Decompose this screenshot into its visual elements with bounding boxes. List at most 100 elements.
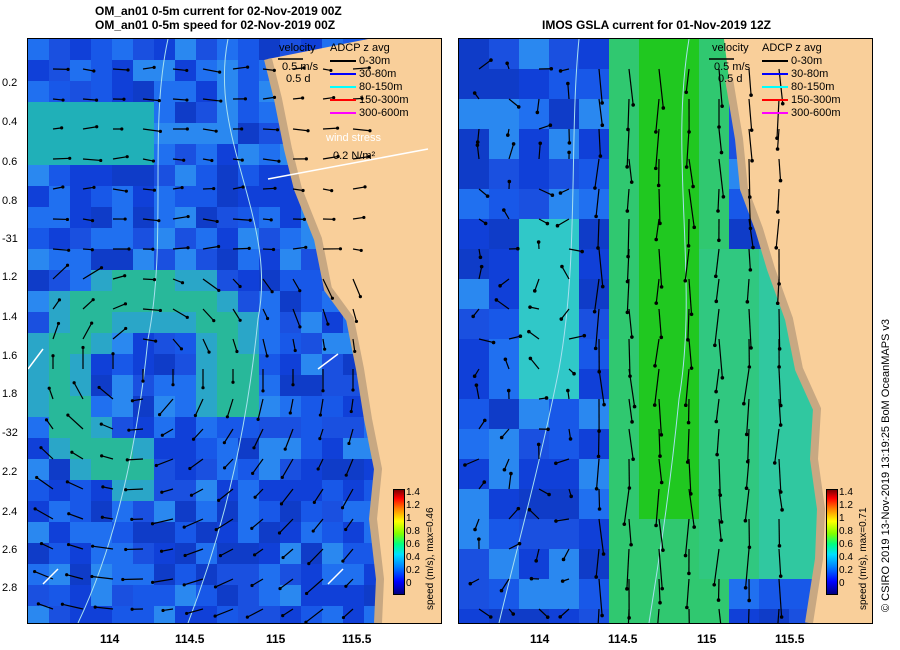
- speed-cell: [133, 606, 154, 623]
- current-arrow-head: [685, 605, 689, 610]
- current-arrow-head: [683, 403, 688, 408]
- current-arrow: [628, 518, 632, 545]
- current-arrow: [538, 143, 541, 160]
- speed-cell: [519, 189, 549, 219]
- current-arrow: [284, 428, 294, 450]
- speed-cell: [217, 186, 238, 207]
- current-arrow: [718, 128, 723, 153]
- speed-cell: [49, 60, 70, 81]
- current-arrow-head: [491, 340, 496, 345]
- speed-cell: [70, 228, 91, 249]
- current-arrow: [597, 608, 600, 623]
- speed-cell: [322, 606, 343, 623]
- current-arrow-head: [472, 374, 477, 379]
- speed-cell: [519, 279, 549, 309]
- current-arrow-head: [463, 463, 467, 467]
- current-arrow: [778, 158, 782, 181]
- speed-cell: [112, 564, 133, 585]
- current-arrow-head: [368, 129, 372, 133]
- current-arrow: [112, 188, 127, 192]
- current-arrow: [352, 186, 366, 190]
- speed-cell: [699, 219, 729, 249]
- current-arrow: [655, 218, 660, 240]
- current-arrow: [82, 186, 95, 190]
- cb-tick: 0: [406, 578, 412, 589]
- current-arrow-head: [560, 264, 564, 269]
- speed-cell: [301, 438, 322, 459]
- speed-cell: [196, 270, 217, 291]
- current-arrow: [142, 66, 155, 70]
- lat-label: 0.2: [2, 77, 18, 89]
- speed-cell: [28, 144, 49, 165]
- current-arrow-head: [185, 68, 189, 73]
- speed-cell: [549, 429, 579, 459]
- speed-cell: [133, 102, 154, 123]
- wind-arrow: [28, 348, 44, 370]
- current-arrow-head: [714, 389, 718, 394]
- legend-swatch: [762, 73, 788, 76]
- current-arrow: [322, 127, 338, 130]
- speed-cell: [28, 396, 49, 417]
- current-arrow-head: [600, 284, 605, 289]
- speed-cell: [639, 219, 669, 249]
- current-arrow: [68, 544, 84, 550]
- left-adcp-legend: ADCP z avg 0-30m 30-80m 80-150m 150-300m…: [330, 42, 409, 120]
- current-arrow: [595, 188, 600, 217]
- speed-cell: [489, 309, 519, 339]
- current-arrow-head: [127, 428, 131, 432]
- current-arrow: [555, 518, 570, 522]
- current-arrow-head: [222, 441, 226, 445]
- current-arrow-head: [90, 574, 94, 579]
- speed-cell: [759, 399, 789, 429]
- speed-cell: [154, 81, 175, 102]
- current-arrow: [142, 278, 155, 281]
- speed-cell: [175, 81, 196, 102]
- speed-cell: [238, 312, 259, 333]
- speed-cell: [301, 501, 322, 522]
- current-arrow-head: [67, 512, 71, 516]
- current-arrow-head: [330, 296, 334, 300]
- speed-cell: [729, 429, 759, 459]
- current-arrow: [658, 398, 662, 435]
- speed-cell: [49, 543, 70, 564]
- speed-cell: [280, 480, 301, 501]
- speed-cell: [489, 69, 519, 99]
- speed-cell: [70, 312, 91, 333]
- speed-cell: [238, 228, 259, 249]
- current-arrow-head: [712, 583, 717, 587]
- current-arrow-head: [280, 475, 284, 479]
- speed-cell: [133, 438, 154, 459]
- current-arrow-head: [780, 101, 785, 106]
- speed-cell: [639, 249, 669, 279]
- current-arrow-head: [61, 185, 65, 189]
- speed-cell: [699, 159, 729, 189]
- current-arrow-head: [489, 58, 493, 62]
- current-arrow-head: [632, 404, 637, 409]
- speed-cell: [343, 501, 364, 522]
- legend-item: 300-600m: [330, 107, 409, 120]
- current-arrow: [560, 308, 570, 320]
- current-arrow: [352, 308, 358, 322]
- current-arrow: [352, 338, 356, 352]
- current-arrow: [142, 308, 161, 312]
- current-arrow-head: [318, 413, 322, 417]
- current-arrow-head: [151, 580, 155, 584]
- speed-cell: [579, 279, 609, 309]
- speed-cell: [154, 186, 175, 207]
- current-arrow-head: [483, 221, 488, 226]
- current-arrow-head: [158, 129, 162, 133]
- current-arrow-head: [218, 70, 222, 74]
- cb-tick: 1: [839, 513, 845, 524]
- speed-cell: [217, 585, 238, 606]
- current-arrow-head: [507, 179, 512, 184]
- current-arrow-head: [157, 413, 162, 417]
- current-arrow: [658, 248, 663, 287]
- current-arrow: [688, 188, 695, 228]
- current-arrow: [478, 59, 492, 70]
- speed-cell: [112, 39, 133, 60]
- speed-cell: [549, 39, 579, 69]
- current-arrow-head: [305, 591, 309, 596]
- current-arrow-head: [602, 402, 606, 407]
- speed-cell: [49, 291, 70, 312]
- current-arrow-head: [182, 525, 186, 529]
